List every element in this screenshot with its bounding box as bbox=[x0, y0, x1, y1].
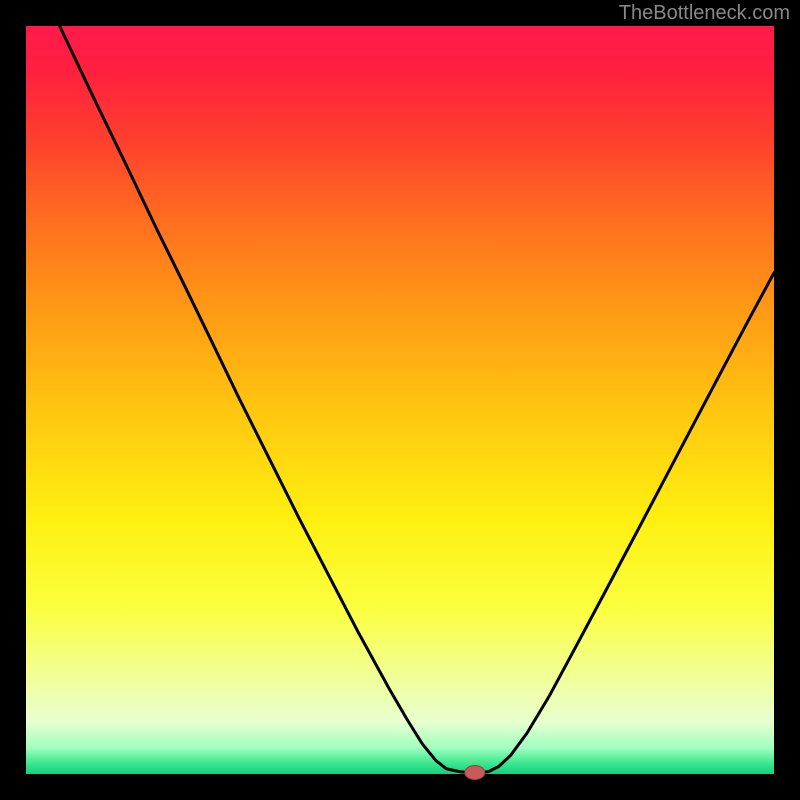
watermark-text: TheBottleneck.com bbox=[619, 2, 790, 25]
chart-container: TheBottleneck.com bbox=[0, 0, 800, 800]
chart-svg bbox=[0, 0, 800, 800]
optimum-marker bbox=[465, 766, 485, 780]
plot-background bbox=[26, 26, 774, 774]
